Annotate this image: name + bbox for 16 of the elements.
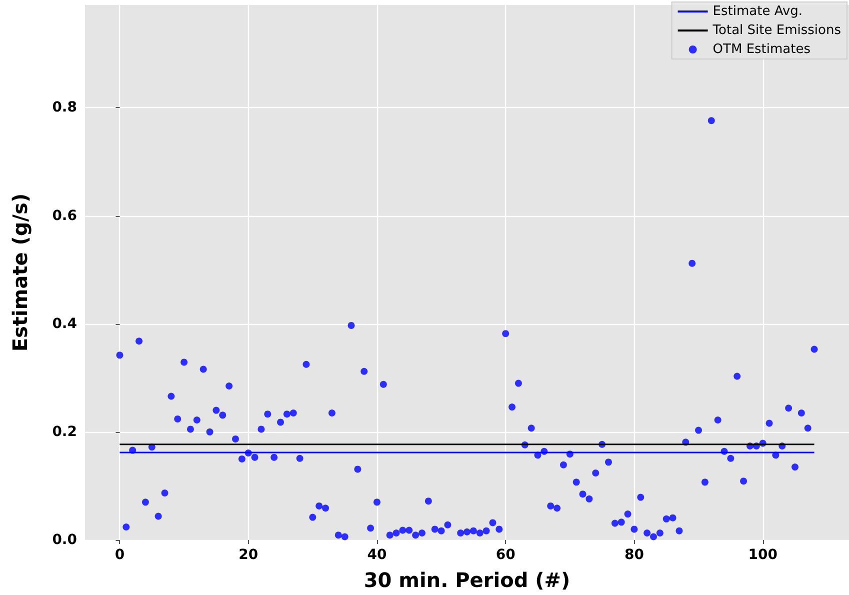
- y-tick-label: 0.0: [52, 532, 78, 548]
- y-tick-label: 0.6: [52, 208, 77, 224]
- x-tick-label: 100: [748, 547, 778, 563]
- legend-label: Estimate Avg.: [712, 4, 803, 19]
- x-tick-label: 80: [624, 547, 644, 563]
- x-tick-label: 0: [114, 547, 125, 563]
- legend-label: OTM Estimates: [712, 42, 811, 57]
- x-axis-title: 30 min. Period (#): [364, 568, 570, 592]
- x-tick-label: 20: [238, 547, 258, 563]
- y-tick-label: 0.2: [52, 424, 77, 440]
- y-tick-label: 0.8: [52, 100, 77, 116]
- y-tick-label: 0.4: [52, 316, 78, 332]
- x-tick-label: 60: [496, 547, 516, 563]
- x-tick-label: 40: [367, 547, 387, 563]
- y-axis-title: Estimate (g/s): [8, 193, 32, 352]
- legend-label: Total Site Emissions: [712, 23, 842, 38]
